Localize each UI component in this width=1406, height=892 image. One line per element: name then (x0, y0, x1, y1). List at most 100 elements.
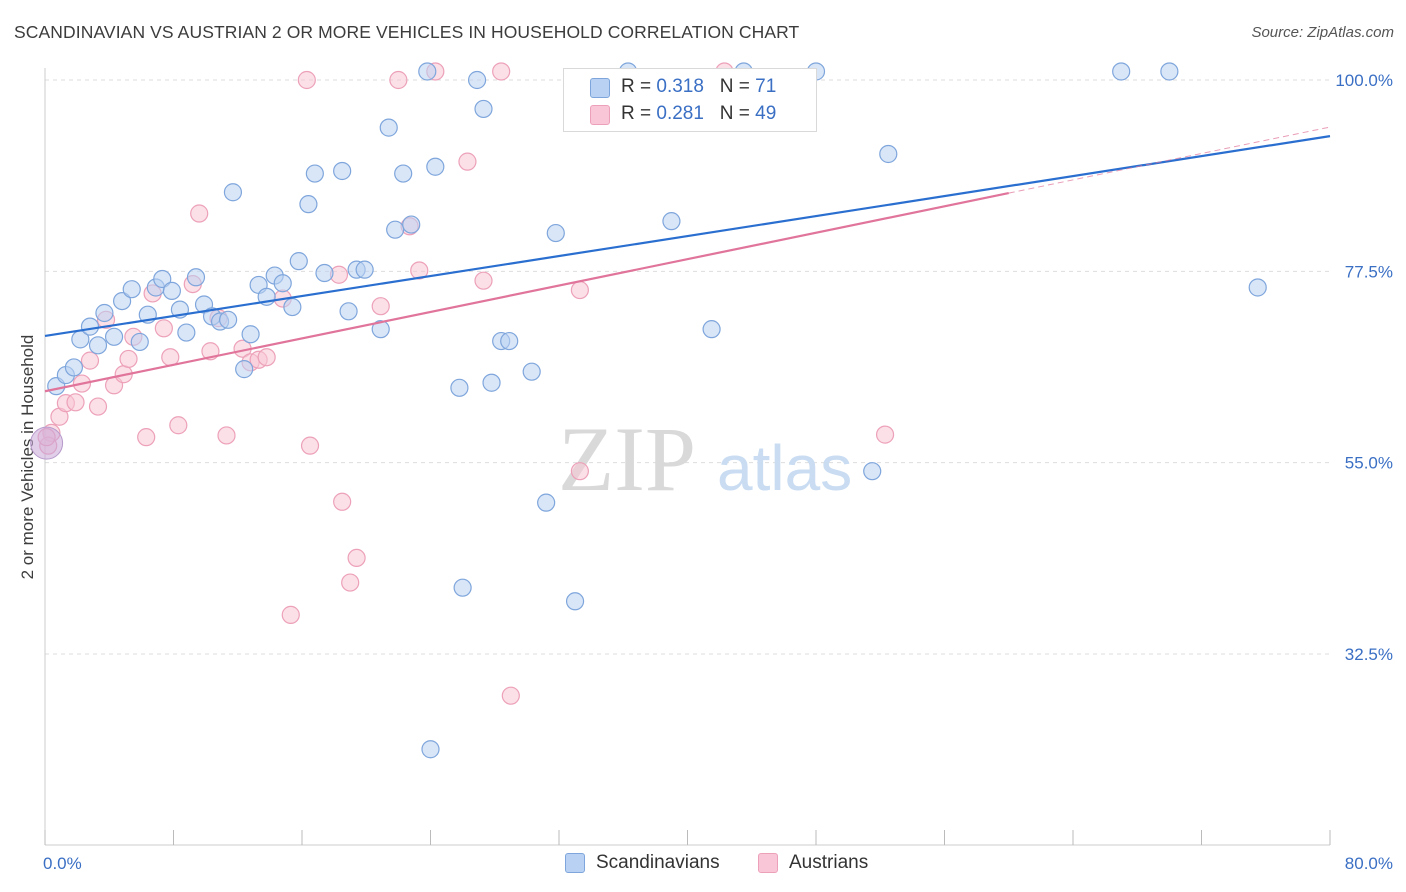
legend-n-label: N = (719, 76, 756, 97)
scandinavians-point (273, 274, 292, 293)
watermark-atlas: atlas (717, 432, 852, 504)
bottom-legend-swatch-austrians (758, 853, 778, 873)
scandinavians-point (450, 378, 469, 397)
legend-r-label: R = (621, 103, 657, 124)
austrians-point (281, 605, 300, 624)
austrians-point (80, 351, 100, 370)
bottom-legend-label-austrians: Austrians (789, 852, 869, 873)
scandinavians-point (130, 332, 149, 352)
austrians-point (88, 397, 108, 416)
scandinavians-point (219, 310, 238, 329)
austrians-point (371, 297, 390, 316)
legend-swatch-austrians (590, 105, 610, 125)
trend-lines (44, 126, 1331, 393)
scandinavians-point (333, 161, 352, 181)
austrians-point (154, 319, 173, 338)
scandinavians-point (299, 195, 318, 214)
scandinavians-point (371, 320, 390, 339)
scandinavians-point (122, 280, 141, 299)
austrians-point (458, 152, 477, 171)
legend-n-label: N = (719, 103, 756, 124)
austrians-point (297, 70, 316, 90)
scandinavians-point (88, 336, 108, 355)
austrians-point (875, 425, 895, 444)
austrians-point (66, 393, 85, 412)
scandinavians-point (421, 740, 440, 759)
scandinavians-point (467, 70, 487, 90)
austrians-point (341, 573, 360, 592)
austrians-point (389, 70, 408, 90)
scandinavians-point (80, 317, 100, 336)
scandinavians-point (546, 223, 565, 243)
chart-title: SCANDINAVIAN VS AUSTRIAN 2 OR MORE VEHIC… (14, 22, 800, 42)
x-tick-label: 80.0% (1345, 854, 1393, 873)
correlation-legend: R = 0.318 N = 71 R = 0.281 N = 49 (563, 68, 817, 132)
austrians-point (190, 204, 209, 223)
scandinavians-point (426, 157, 445, 176)
watermark-zip: ZIP (558, 408, 696, 510)
scandinavians-point (379, 118, 398, 137)
scandinavians-point (305, 164, 324, 183)
scandinavians-point (64, 358, 84, 377)
scandinavians-points (47, 62, 1267, 759)
scandinavians-point (1160, 62, 1179, 81)
austrians-point (410, 261, 429, 280)
scandinavians-point (565, 592, 585, 611)
scandinavians-point (235, 360, 254, 379)
x-tick-label: 0.0% (43, 854, 82, 873)
scandinavians-point (662, 212, 681, 231)
watermark: ZIP atlas (558, 408, 852, 510)
austrians-point (169, 416, 188, 435)
scandinavians-point (1112, 62, 1131, 81)
scandinavians-point (453, 578, 472, 597)
scandinavians-point (95, 303, 114, 323)
scandinavians-point (702, 320, 721, 339)
scandinavians-point (177, 323, 196, 342)
bottom-legend-label-scandinavians: Scandinavians (596, 852, 720, 873)
austrians-point (492, 62, 511, 81)
scandinavians-point (863, 462, 882, 481)
y-tick-label: 100.0% (1335, 71, 1393, 90)
scandinavians-point (537, 493, 556, 512)
scandinavians-point (522, 362, 541, 381)
scandinavians-point (112, 291, 132, 311)
austrians-point (137, 428, 156, 447)
austrians-point (300, 436, 320, 455)
legend-r-label: R = (621, 76, 657, 97)
scandinavians-point (289, 252, 308, 271)
scandinavians-point (386, 220, 405, 239)
tick-labels: 32.5% 55.0% 77.5% 100.0% 0.0% 80.0% (43, 71, 1393, 873)
scandinavians-point (402, 215, 421, 234)
bottom-legend-swatch-scandinavians (565, 853, 585, 873)
scandinavians-point (879, 144, 898, 164)
austrians-point (501, 686, 520, 705)
scandinavians-trend-line (44, 135, 1331, 338)
source-credit: Source: ZipAtlas.com (1251, 24, 1394, 41)
y-tick-label: 55.0% (1345, 454, 1393, 473)
scandinavians-point (223, 183, 243, 202)
y-tick-label: 77.5% (1345, 262, 1393, 281)
scandinavians-point (283, 297, 302, 317)
scandinavians-point (153, 269, 172, 289)
scandinavians-point (186, 268, 206, 287)
austrians-trend-line (44, 192, 1009, 393)
austrians-point (570, 280, 589, 300)
scandinavians-point (315, 263, 334, 283)
scandinavians-point (500, 331, 519, 351)
highlight-point (30, 426, 64, 460)
scandinavians-point (339, 302, 358, 321)
scandinavians-point (482, 373, 501, 392)
legend-r-value: 0.281 (656, 103, 704, 124)
austrians-point (333, 492, 352, 511)
austrians-point (119, 349, 138, 369)
scandinavians-point (104, 327, 124, 346)
scandinavians-point (162, 281, 181, 300)
y-tick-label: 32.5% (1345, 645, 1393, 664)
legend-n-value: 71 (755, 76, 777, 97)
scandinavians-point (418, 62, 437, 81)
scandinavians-point (241, 325, 260, 344)
legend-swatch-scandinavians (590, 78, 610, 98)
austrians-point (217, 426, 236, 445)
scandinavians-point (1248, 278, 1267, 297)
scandinavians-point (474, 99, 493, 119)
